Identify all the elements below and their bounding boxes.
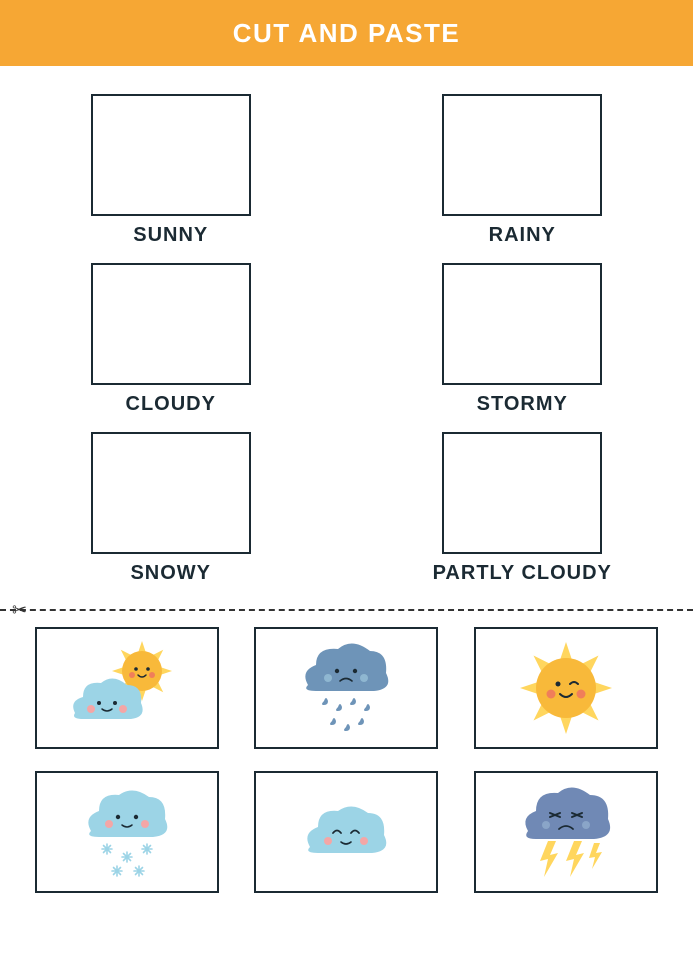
- rainy-icon: [266, 633, 426, 743]
- slot-label: CLOUDY: [126, 393, 216, 416]
- slot-cloudy: CLOUDY: [91, 263, 251, 416]
- scissors-icon: ✂: [12, 600, 27, 621]
- slot-label: RAINY: [489, 224, 556, 247]
- stormy-icon: [486, 777, 646, 887]
- card-rainy[interactable]: [254, 627, 438, 749]
- card-partly-cloudy[interactable]: [35, 627, 219, 749]
- slot-box[interactable]: [91, 94, 251, 216]
- card-cloudy[interactable]: [254, 771, 438, 893]
- slot-sunny: SUNNY: [91, 94, 251, 247]
- answer-slots-grid: SUNNY RAINY CLOUDY STORMY SNOWY PARTLY C…: [0, 66, 693, 595]
- slot-label: STORMY: [477, 393, 568, 416]
- slot-stormy: STORMY: [442, 263, 602, 416]
- cut-line: ✂: [0, 609, 693, 611]
- worksheet-header: CUT AND PASTE: [0, 0, 693, 66]
- slot-label: SUNNY: [133, 224, 208, 247]
- sunny-icon: [486, 633, 646, 743]
- partly-cloudy-icon: [47, 633, 207, 743]
- slot-label: PARTLY CLOUDY: [433, 562, 612, 585]
- cloudy-icon: [266, 777, 426, 887]
- slot-partly-cloudy: PARTLY CLOUDY: [433, 432, 612, 585]
- slot-box[interactable]: [442, 94, 602, 216]
- card-stormy[interactable]: [474, 771, 658, 893]
- card-sunny[interactable]: [474, 627, 658, 749]
- card-snowy[interactable]: [35, 771, 219, 893]
- slot-label: SNOWY: [130, 562, 211, 585]
- slot-box[interactable]: [442, 432, 602, 554]
- slot-rainy: RAINY: [442, 94, 602, 247]
- slot-box[interactable]: [91, 263, 251, 385]
- slot-box[interactable]: [91, 432, 251, 554]
- slot-box[interactable]: [442, 263, 602, 385]
- slot-snowy: SNOWY: [91, 432, 251, 585]
- cut-cards-grid: [0, 611, 693, 913]
- snowy-icon: [47, 777, 207, 887]
- worksheet-title: CUT AND PASTE: [233, 18, 461, 49]
